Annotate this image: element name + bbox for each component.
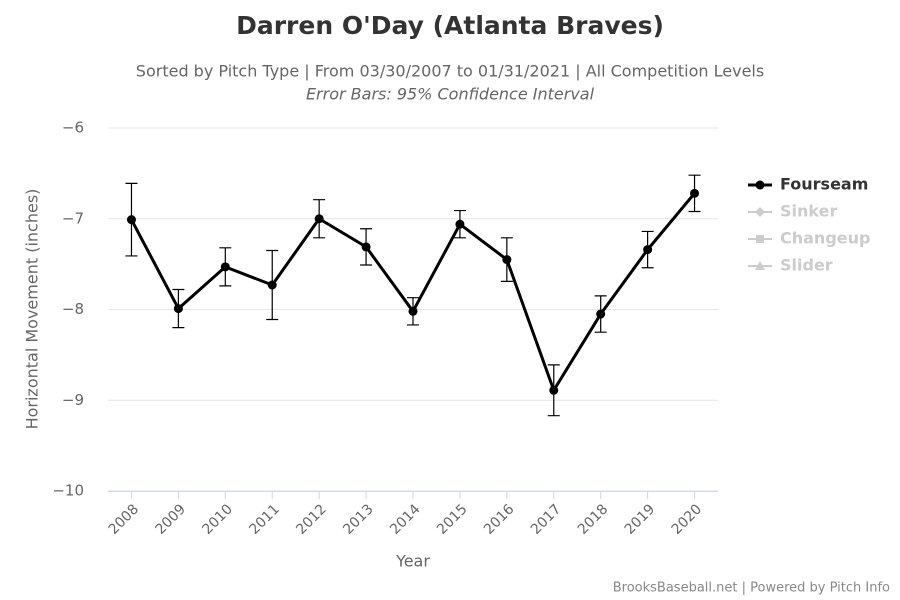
legend-label[interactable]: Slider	[780, 256, 833, 275]
chart-subtitle: Sorted by Pitch Type | From 03/30/2007 t…	[136, 62, 764, 81]
point	[126, 215, 136, 225]
point	[643, 245, 653, 255]
legend-marker	[755, 207, 765, 217]
x-tick-label: 2018	[575, 501, 612, 538]
point	[314, 214, 324, 224]
y-tick-label: −9	[62, 391, 84, 409]
legend-label[interactable]: Sinker	[780, 202, 837, 221]
x-tick-label: 2013	[340, 501, 377, 538]
x-tick-label: 2017	[528, 501, 565, 538]
point	[690, 188, 700, 198]
point	[502, 255, 512, 265]
legend-marker	[755, 261, 765, 270]
x-axis-title: Year	[395, 552, 430, 571]
x-tick-label: 2009	[153, 501, 190, 538]
point	[455, 219, 465, 229]
annotation: Error Bars: 95% Confidence Interval	[306, 85, 595, 104]
point	[220, 262, 230, 272]
point	[596, 309, 606, 319]
point	[549, 385, 559, 395]
point	[408, 306, 418, 316]
legend-label[interactable]: Fourseam	[780, 175, 868, 194]
x-tick-label: 2011	[246, 501, 283, 538]
y-axis-title: Horizontal Movement (inches)	[23, 189, 42, 430]
x-tick-label: 2012	[293, 501, 330, 538]
point	[361, 242, 371, 252]
legend-label[interactable]: Changeup	[780, 229, 870, 248]
legend-marker	[756, 235, 764, 243]
chart-title: Darren O'Day (Atlanta Braves)	[236, 11, 664, 40]
x-tick-label: 2008	[106, 501, 143, 538]
x-tick-label: 2020	[669, 501, 706, 538]
legend-marker	[755, 180, 765, 190]
series-line	[130, 192, 696, 392]
credits: BrooksBaseball.net | Powered by Pitch In…	[613, 581, 890, 596]
x-tick-label: 2010	[199, 501, 236, 538]
y-tick-label: −8	[62, 300, 84, 318]
x-tick-label: 2015	[434, 501, 471, 538]
x-tick-label: 2016	[481, 501, 518, 538]
x-tick-label: 2014	[387, 501, 424, 538]
point	[267, 280, 277, 290]
x-tick-label: 2019	[622, 501, 659, 538]
point	[173, 304, 183, 314]
y-tick-label: −6	[62, 119, 84, 137]
y-tick-label: −7	[62, 209, 84, 227]
y-tick-label: −10	[52, 482, 84, 500]
